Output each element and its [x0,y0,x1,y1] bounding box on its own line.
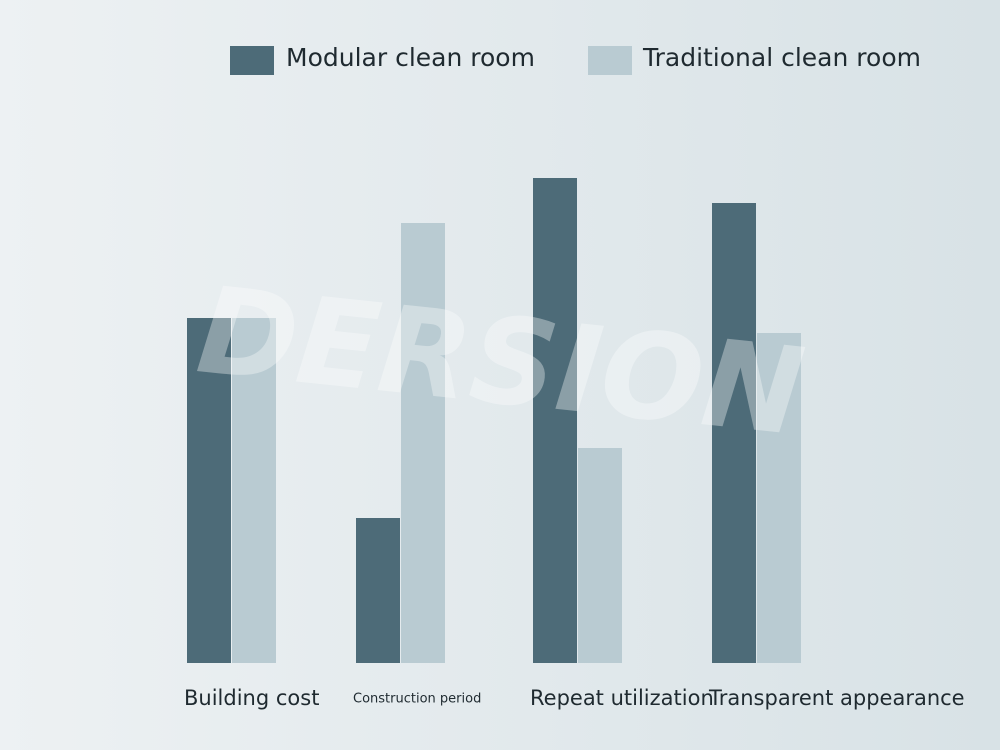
bar [757,333,801,663]
x-tick-label: Construction period [353,692,481,707]
bars [187,178,801,663]
bar [187,318,231,663]
legend-label: Modular clean room [286,43,535,72]
x-tick-label: Building cost [184,686,319,710]
x-tick-label: Repeat utilization [530,686,714,710]
legend-swatch [230,46,274,75]
legend-label: Traditional clean room [642,43,921,72]
bar [232,318,276,663]
bar [712,203,756,663]
bar [401,223,445,663]
bar [578,448,622,663]
legend-swatch [588,46,632,75]
bar [356,518,400,663]
labels: Modular clean room Traditional clean room… [184,43,965,710]
x-tick-label: Transparent appearance [708,686,965,710]
bar [533,178,577,663]
